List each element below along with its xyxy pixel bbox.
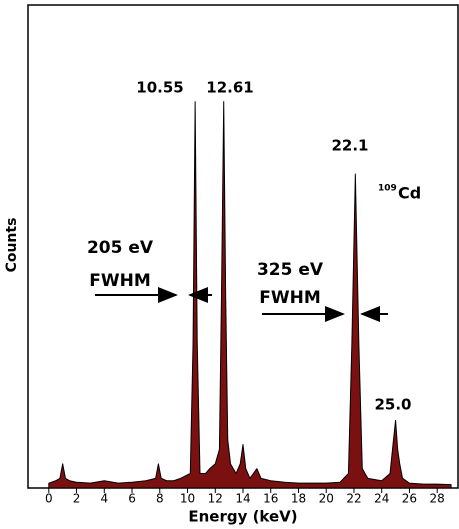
x-tick-label: 18 — [291, 492, 306, 506]
isotope-mass: 109 — [378, 184, 397, 194]
x-tick-label: 2 — [73, 492, 81, 506]
peak-label: 10.55 — [136, 79, 183, 97]
x-tick-label: 8 — [156, 492, 164, 506]
spectrum-area — [48, 101, 452, 489]
x-tick-label: 6 — [128, 492, 136, 506]
x-axis-label: Energy (keV) — [188, 508, 297, 526]
x-tick-label: 16 — [263, 492, 278, 506]
x-tick-label: 22 — [346, 492, 361, 506]
fwhm-label: FWHM — [89, 271, 151, 291]
isotope: Cd — [398, 184, 421, 203]
peak-label: 22.1 — [331, 137, 368, 155]
x-tick-label: 4 — [100, 492, 108, 506]
fwhm-label: FWHM — [259, 288, 321, 308]
x-tick-label: 14 — [235, 492, 250, 506]
x-tick-label: 10 — [180, 492, 195, 506]
fwhm-value: 205 eV — [87, 238, 154, 258]
x-tick-label: 20 — [319, 492, 334, 506]
x-tick-label: 26 — [402, 492, 417, 506]
peak-label: 12.61 — [206, 79, 253, 97]
peak-label: 25.0 — [374, 396, 411, 414]
fwhm-value: 325 eV — [257, 260, 324, 280]
x-tick-label: 12 — [208, 492, 223, 506]
y-axis-label: Counts — [4, 218, 20, 273]
x-tick-label: 24 — [374, 492, 389, 506]
x-tick-label: 0 — [45, 492, 53, 506]
x-tick-label: 28 — [430, 492, 445, 506]
